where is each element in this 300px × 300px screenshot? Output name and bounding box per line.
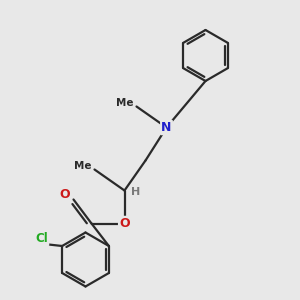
Text: Me: Me bbox=[74, 161, 92, 171]
Text: Me: Me bbox=[116, 98, 134, 108]
Text: O: O bbox=[60, 188, 70, 201]
Text: Cl: Cl bbox=[35, 232, 48, 245]
Text: O: O bbox=[119, 217, 130, 230]
Text: H: H bbox=[131, 187, 140, 197]
Text: N: N bbox=[161, 121, 172, 134]
